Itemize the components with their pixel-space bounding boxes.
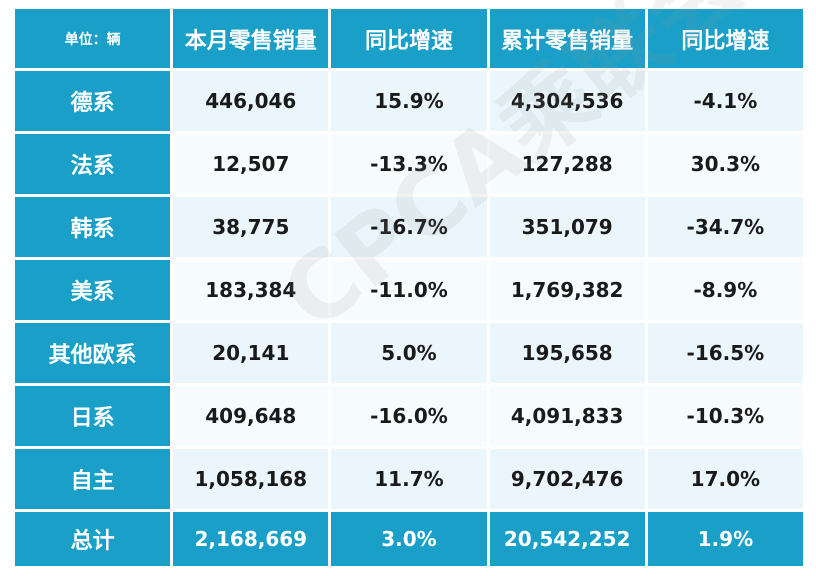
cell-cumulative-sales: 4,304,536	[489, 71, 645, 131]
cell-monthly-yoy: 15.9%	[331, 71, 487, 131]
cell-monthly-sales: 12,507	[173, 134, 329, 194]
column-header-monthly-sales: 本月零售销量	[173, 9, 329, 68]
table-row: 韩系 38,775 -16.7% 351,079 -34.7%	[15, 197, 803, 257]
table-row: 美系 183,384 -11.0% 1,769,382 -8.9%	[15, 260, 803, 320]
cell-monthly-yoy: -13.3%	[331, 134, 487, 194]
cell-cumulative-yoy: -4.1%	[647, 71, 803, 131]
cell-monthly-sales: 183,384	[173, 260, 329, 320]
cell-monthly-yoy: -16.7%	[331, 197, 487, 257]
table-row: 德系 446,046 15.9% 4,304,536 -4.1%	[15, 71, 803, 131]
cell-monthly-yoy: -11.0%	[331, 260, 487, 320]
row-label: 法系	[15, 134, 171, 194]
table-row: 日系 409,648 -16.0% 4,091,833 -10.3%	[15, 386, 803, 446]
cell-monthly-sales: 1,058,168	[173, 449, 329, 509]
sales-table: 单位：辆 本月零售销量 同比增速 累计零售销量 同比增速 德系 446,046 15…	[12, 6, 806, 569]
unit-label: 单位：辆	[15, 9, 171, 68]
row-label: 日系	[15, 386, 171, 446]
cell-cumulative-yoy: 17.0%	[647, 449, 803, 509]
cell-cumulative-sales: 127,288	[489, 134, 645, 194]
cell-monthly-yoy: -16.0%	[331, 386, 487, 446]
cell-cumulative-sales: 351,079	[489, 197, 645, 257]
cell-cumulative-yoy: -34.7%	[647, 197, 803, 257]
cell-cumulative-yoy: -10.3%	[647, 386, 803, 446]
cell-cumulative-sales: 4,091,833	[489, 386, 645, 446]
cell-monthly-sales: 38,775	[173, 197, 329, 257]
cell-cumulative-sales: 195,658	[489, 323, 645, 383]
column-header-monthly-yoy: 同比增速	[331, 9, 487, 68]
cell-cumulative-sales: 9,702,476	[489, 449, 645, 509]
row-label: 韩系	[15, 197, 171, 257]
total-row: 总计 2,168,669 3.0% 20,542,252 1.9%	[15, 512, 803, 566]
row-label: 自主	[15, 449, 171, 509]
cell-cumulative-sales: 1,769,382	[489, 260, 645, 320]
cell-monthly-sales: 20,141	[173, 323, 329, 383]
cell-cumulative-yoy: -8.9%	[647, 260, 803, 320]
table-body: 德系 446,046 15.9% 4,304,536 -4.1% 法系 12,507 -13.…	[15, 71, 803, 509]
cell-cumulative-yoy: -16.5%	[647, 323, 803, 383]
column-header-cumulative-yoy: 同比增速	[647, 9, 803, 68]
cell-monthly-yoy: 5.0%	[331, 323, 487, 383]
table-header: 单位：辆 本月零售销量 同比增速 累计零售销量 同比增速	[15, 9, 803, 68]
total-cell-monthly-sales: 2,168,669	[173, 512, 329, 566]
row-label: 德系	[15, 71, 171, 131]
cell-monthly-sales: 409,648	[173, 386, 329, 446]
total-cell-cumulative-sales: 20,542,252	[489, 512, 645, 566]
cell-monthly-yoy: 11.7%	[331, 449, 487, 509]
header-row: 单位：辆 本月零售销量 同比增速 累计零售销量 同比增速	[15, 9, 803, 68]
total-cell-monthly-yoy: 3.0%	[331, 512, 487, 566]
table-row: 自主 1,058,168 11.7% 9,702,476 17.0%	[15, 449, 803, 509]
table-row: 其他欧系 20,141 5.0% 195,658 -16.5%	[15, 323, 803, 383]
row-label: 其他欧系	[15, 323, 171, 383]
cell-cumulative-yoy: 30.3%	[647, 134, 803, 194]
row-label: 美系	[15, 260, 171, 320]
table-footer: 总计 2,168,669 3.0% 20,542,252 1.9%	[15, 512, 803, 566]
total-cell-cumulative-yoy: 1.9%	[647, 512, 803, 566]
table-row: 法系 12,507 -13.3% 127,288 30.3%	[15, 134, 803, 194]
cell-monthly-sales: 446,046	[173, 71, 329, 131]
column-header-cumulative-sales: 累计零售销量	[489, 9, 645, 68]
total-row-label: 总计	[15, 512, 171, 566]
